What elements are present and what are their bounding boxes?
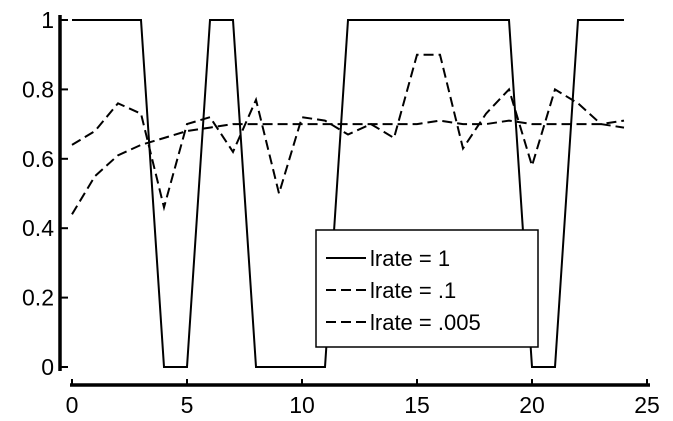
x-tick-label: 20 bbox=[519, 392, 545, 418]
x-tick-label: 0 bbox=[66, 392, 79, 418]
series-line-2 bbox=[71, 53, 625, 212]
x-tick-label: 25 bbox=[634, 392, 660, 418]
x-tick-label: 5 bbox=[181, 392, 194, 418]
legend-label: lrate = .005 bbox=[370, 310, 481, 335]
legend-label: lrate = 1 bbox=[370, 246, 450, 271]
y-tick-label: 1 bbox=[41, 7, 54, 33]
y-tick-label: 0.4 bbox=[22, 215, 54, 241]
legend-box bbox=[315, 229, 539, 348]
series-line-3 bbox=[71, 119, 625, 215]
y-tick-label: 0.2 bbox=[22, 285, 54, 311]
legend: lrate = 1 lrate = .1 lrate = .005 bbox=[315, 229, 539, 348]
x-tick-label: 15 bbox=[404, 392, 430, 418]
legend-label: lrate = .1 bbox=[370, 278, 456, 303]
series-line-1 bbox=[72, 19, 624, 368]
y-tick-label: 0.6 bbox=[22, 146, 54, 172]
y-tick-label: 0 bbox=[41, 354, 54, 380]
y-tick-label: 0.8 bbox=[22, 76, 54, 102]
x-tick-label: 10 bbox=[289, 392, 315, 418]
series-layer bbox=[71, 19, 625, 368]
axes: 00.20.40.60.810 5 10 15 20 25 bbox=[22, 7, 660, 418]
